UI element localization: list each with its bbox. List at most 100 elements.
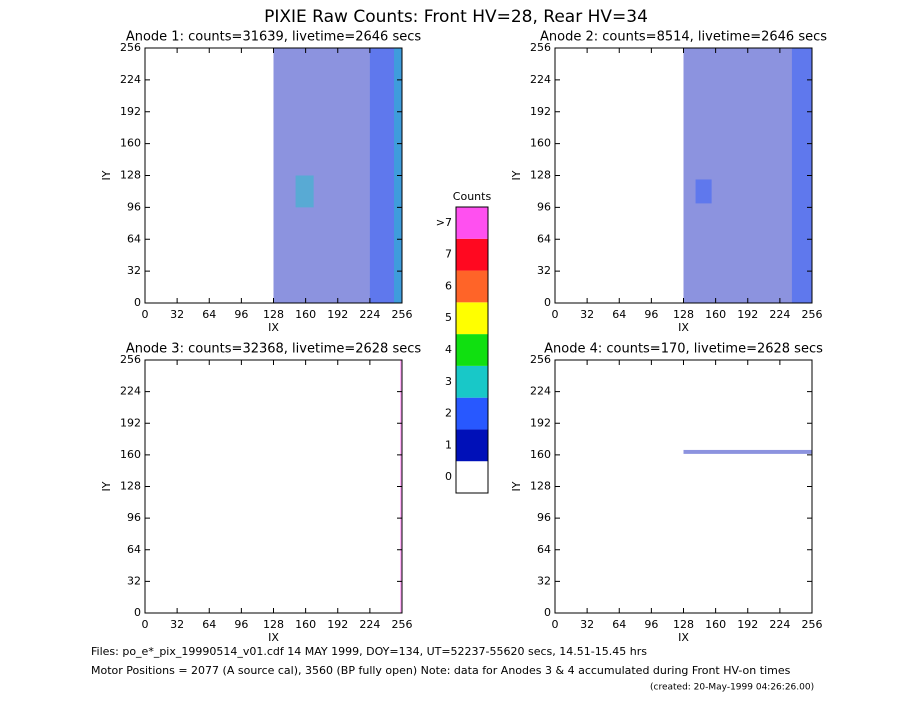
colorbar-label: 3 bbox=[445, 375, 452, 388]
y-tick-label: 0 bbox=[544, 606, 551, 619]
x-tick-label: 64 bbox=[202, 618, 216, 631]
x-tick-label: 192 bbox=[737, 308, 758, 321]
panel-title: Anode 3: counts=32368, livetime=2628 sec… bbox=[126, 342, 422, 357]
y-tick-label: 224 bbox=[120, 385, 141, 398]
x-tick-label: 64 bbox=[202, 308, 216, 321]
y-tick-label: 64 bbox=[127, 232, 141, 245]
y-tick-label: 256 bbox=[120, 41, 141, 54]
y-tick-label: 32 bbox=[537, 574, 551, 587]
y-tick-label: 0 bbox=[134, 606, 141, 619]
x-tick-label: 256 bbox=[392, 618, 413, 631]
x-tick-label: 256 bbox=[802, 308, 823, 321]
y-tick-label: 0 bbox=[134, 296, 141, 309]
colorbar-box bbox=[456, 302, 488, 335]
x-tick-label: 64 bbox=[612, 618, 626, 631]
colorbar-label: 7 bbox=[445, 248, 452, 261]
footer-motor: Motor Positions = 2077 (A source cal), 3… bbox=[91, 664, 791, 677]
footer-created: (created: 20-May-1999 04:26:26.00) bbox=[650, 683, 814, 693]
x-tick-label: 224 bbox=[359, 618, 380, 631]
y-axis-label: IY bbox=[100, 481, 113, 491]
x-tick-label: 224 bbox=[769, 308, 790, 321]
y-tick-label: 64 bbox=[537, 232, 551, 245]
x-tick-label: 32 bbox=[580, 618, 594, 631]
x-tick-label: 224 bbox=[769, 618, 790, 631]
x-tick-label: 128 bbox=[673, 308, 694, 321]
y-axis-label: IY bbox=[510, 170, 523, 180]
y-tick-label: 64 bbox=[537, 543, 551, 556]
colorbar-label: 6 bbox=[445, 279, 452, 292]
y-tick-label: 224 bbox=[120, 73, 141, 86]
colorbar-box bbox=[456, 429, 488, 462]
count-region bbox=[683, 449, 812, 454]
y-tick-label: 192 bbox=[120, 416, 141, 429]
y-tick-label: 256 bbox=[120, 353, 141, 366]
count-region bbox=[791, 48, 812, 303]
colorbar-box bbox=[456, 461, 488, 493]
footer-files: Files: po_e*_pix_19990514_v01.cdf 14 MAY… bbox=[91, 645, 647, 658]
x-axis-label: IX bbox=[268, 321, 279, 334]
y-tick-label: 0 bbox=[544, 296, 551, 309]
y-tick-label: 128 bbox=[120, 480, 141, 493]
y-tick-label: 192 bbox=[530, 105, 551, 118]
x-tick-label: 192 bbox=[327, 618, 348, 631]
y-tick-label: 160 bbox=[530, 448, 551, 461]
x-tick-label: 0 bbox=[142, 618, 149, 631]
count-region bbox=[273, 48, 402, 303]
y-tick-label: 160 bbox=[120, 137, 141, 150]
x-tick-label: 128 bbox=[263, 618, 284, 631]
y-tick-label: 32 bbox=[127, 264, 141, 277]
count-region bbox=[295, 175, 314, 208]
x-axis-label: IX bbox=[678, 631, 689, 644]
colorbar-label: 2 bbox=[445, 407, 452, 420]
y-tick-label: 224 bbox=[530, 385, 551, 398]
y-tick-label: 160 bbox=[530, 137, 551, 150]
y-tick-label: 128 bbox=[530, 480, 551, 493]
x-tick-label: 0 bbox=[552, 618, 559, 631]
y-tick-label: 128 bbox=[530, 169, 551, 182]
colorbar-frame bbox=[455, 206, 489, 494]
x-tick-label: 224 bbox=[359, 308, 380, 321]
colorbar-box bbox=[456, 207, 488, 239]
colorbar-box bbox=[456, 270, 488, 303]
x-tick-label: 96 bbox=[234, 308, 248, 321]
y-tick-label: 96 bbox=[537, 200, 551, 213]
y-tick-label: 160 bbox=[120, 448, 141, 461]
x-tick-label: 32 bbox=[170, 618, 184, 631]
y-tick-label: 32 bbox=[537, 264, 551, 277]
colorbar-label: >7 bbox=[436, 216, 452, 229]
x-tick-label: 160 bbox=[295, 308, 316, 321]
panel-title: Anode 4: counts=170, livetime=2628 secs bbox=[544, 342, 823, 357]
y-tick-label: 256 bbox=[530, 353, 551, 366]
count-region bbox=[695, 179, 712, 204]
y-tick-label: 32 bbox=[127, 574, 141, 587]
figure-title: PIXIE Raw Counts: Front HV=28, Rear HV=3… bbox=[264, 7, 648, 27]
x-tick-label: 256 bbox=[392, 308, 413, 321]
y-tick-label: 224 bbox=[530, 73, 551, 86]
x-axis-label: IX bbox=[678, 321, 689, 334]
x-tick-label: 96 bbox=[234, 618, 248, 631]
y-tick-label: 96 bbox=[127, 200, 141, 213]
x-tick-label: 160 bbox=[295, 618, 316, 631]
colorbar-label: 1 bbox=[445, 438, 452, 451]
y-tick-label: 128 bbox=[120, 169, 141, 182]
y-tick-label: 256 bbox=[530, 41, 551, 54]
colorbar-label: 5 bbox=[445, 311, 452, 324]
y-tick-label: 192 bbox=[120, 105, 141, 118]
x-tick-label: 0 bbox=[142, 308, 149, 321]
colorbar-label: 0 bbox=[445, 470, 452, 483]
x-tick-label: 32 bbox=[580, 308, 594, 321]
x-tick-label: 256 bbox=[802, 618, 823, 631]
x-tick-label: 192 bbox=[737, 618, 758, 631]
x-tick-label: 96 bbox=[644, 618, 658, 631]
y-tick-label: 96 bbox=[127, 511, 141, 524]
y-axis-label: IY bbox=[510, 481, 523, 491]
y-tick-label: 96 bbox=[537, 511, 551, 524]
x-axis-label: IX bbox=[268, 631, 279, 644]
colorbar-box bbox=[456, 238, 488, 271]
y-tick-label: 64 bbox=[127, 543, 141, 556]
y-tick-label: 192 bbox=[530, 416, 551, 429]
count-region bbox=[369, 48, 402, 303]
x-tick-label: 0 bbox=[552, 308, 559, 321]
